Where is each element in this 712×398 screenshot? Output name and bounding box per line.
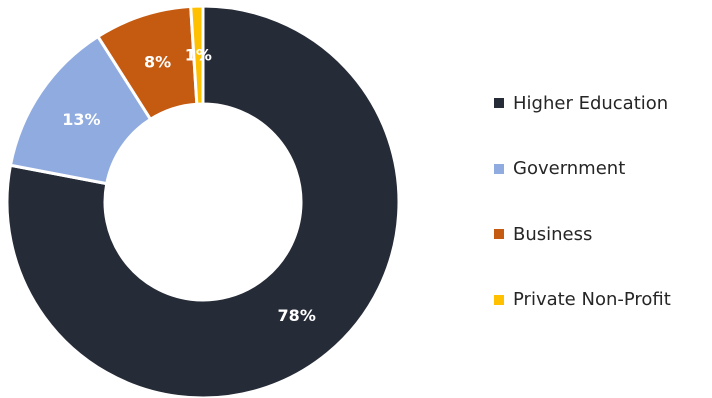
- slice-label-business: 8%: [144, 53, 171, 72]
- legend-swatch-government: [494, 163, 504, 174]
- legend: Higher Education Government Business Pri…: [494, 92, 671, 354]
- legend-item-government: Government: [494, 158, 671, 180]
- legend-item-business: Business: [494, 223, 671, 245]
- slice-private-non-profit: [189, 4, 205, 106]
- slice-label-government: 13%: [62, 110, 100, 129]
- donut-slices: [5, 4, 401, 398]
- legend-label-private-non-profit: Private Non-Profit: [513, 289, 671, 310]
- legend-label-government: Government: [513, 158, 626, 179]
- legend-swatch-private-non-profit: [494, 294, 504, 305]
- legend-label-higher-education: Higher Education: [513, 92, 669, 114]
- slice-labels: 78% 13% 8% 1%: [62, 46, 316, 325]
- legend-swatch-higher-education: [494, 98, 504, 108]
- legend-swatch-business: [494, 229, 504, 239]
- legend-label-business: Business: [513, 223, 593, 245]
- slice-label-private-non-profit: 1%: [185, 46, 212, 65]
- legend-item-private-non-profit: Private Non-Profit: [494, 289, 671, 311]
- slice-higher-education: [5, 4, 401, 398]
- legend-item-higher-education: Higher Education: [494, 92, 671, 114]
- slice-label-higher-education: 78%: [278, 306, 316, 325]
